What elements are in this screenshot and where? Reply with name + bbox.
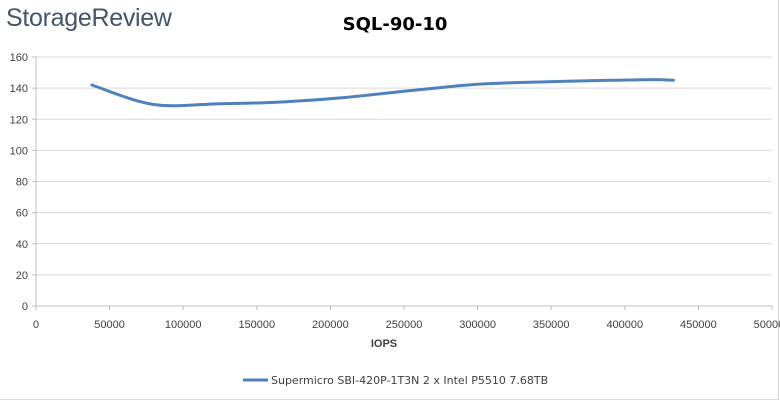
x-tick-label: 0 xyxy=(33,319,39,331)
y-tick-label: 120 xyxy=(10,114,28,126)
x-tick-label: 350000 xyxy=(533,319,570,331)
x-tick-label: 100000 xyxy=(165,319,202,331)
x-axis-label: IOPS xyxy=(371,338,397,350)
series-lines xyxy=(90,78,675,108)
storagereview-logo: StorageReview xyxy=(6,4,172,32)
axes xyxy=(32,56,773,310)
y-tick-label: 20 xyxy=(16,270,28,282)
y-tick-label: 0 xyxy=(22,301,28,313)
x-tick-label: 400000 xyxy=(606,319,643,331)
x-tick-label: 150000 xyxy=(238,319,275,331)
x-tick-label: 250000 xyxy=(386,319,423,331)
y-tick-label: 160 xyxy=(10,52,28,64)
y-tick-labels: 0 20 40 60 80 100 120 140 160 xyxy=(10,52,28,313)
y-tick-label: 100 xyxy=(10,145,28,157)
x-tick-label: 450000 xyxy=(680,319,717,331)
x-tick-labels: 0 50000 100000 150000 200000 250000 300000 3500… xyxy=(33,319,780,331)
x-tick-label: 300000 xyxy=(459,319,496,331)
x-tick-label: 200000 xyxy=(312,319,349,331)
chart-title: SQL-90-10 xyxy=(342,14,448,35)
x-tick-label: 50000 xyxy=(94,319,125,331)
legend-label: Supermicro SBI-420P-1T3N 2 x Intel P5510… xyxy=(271,374,548,387)
y-tick-label: 40 xyxy=(16,239,28,251)
gridlines xyxy=(36,56,772,276)
legend: Supermicro SBI-420P-1T3N 2 x Intel P5510… xyxy=(243,374,548,387)
y-tick-label: 80 xyxy=(16,177,28,189)
y-tick-label: 140 xyxy=(10,83,28,95)
x-tick-label: 500000 xyxy=(754,319,780,331)
y-tick-label: 60 xyxy=(16,208,28,220)
series-line xyxy=(90,78,675,108)
